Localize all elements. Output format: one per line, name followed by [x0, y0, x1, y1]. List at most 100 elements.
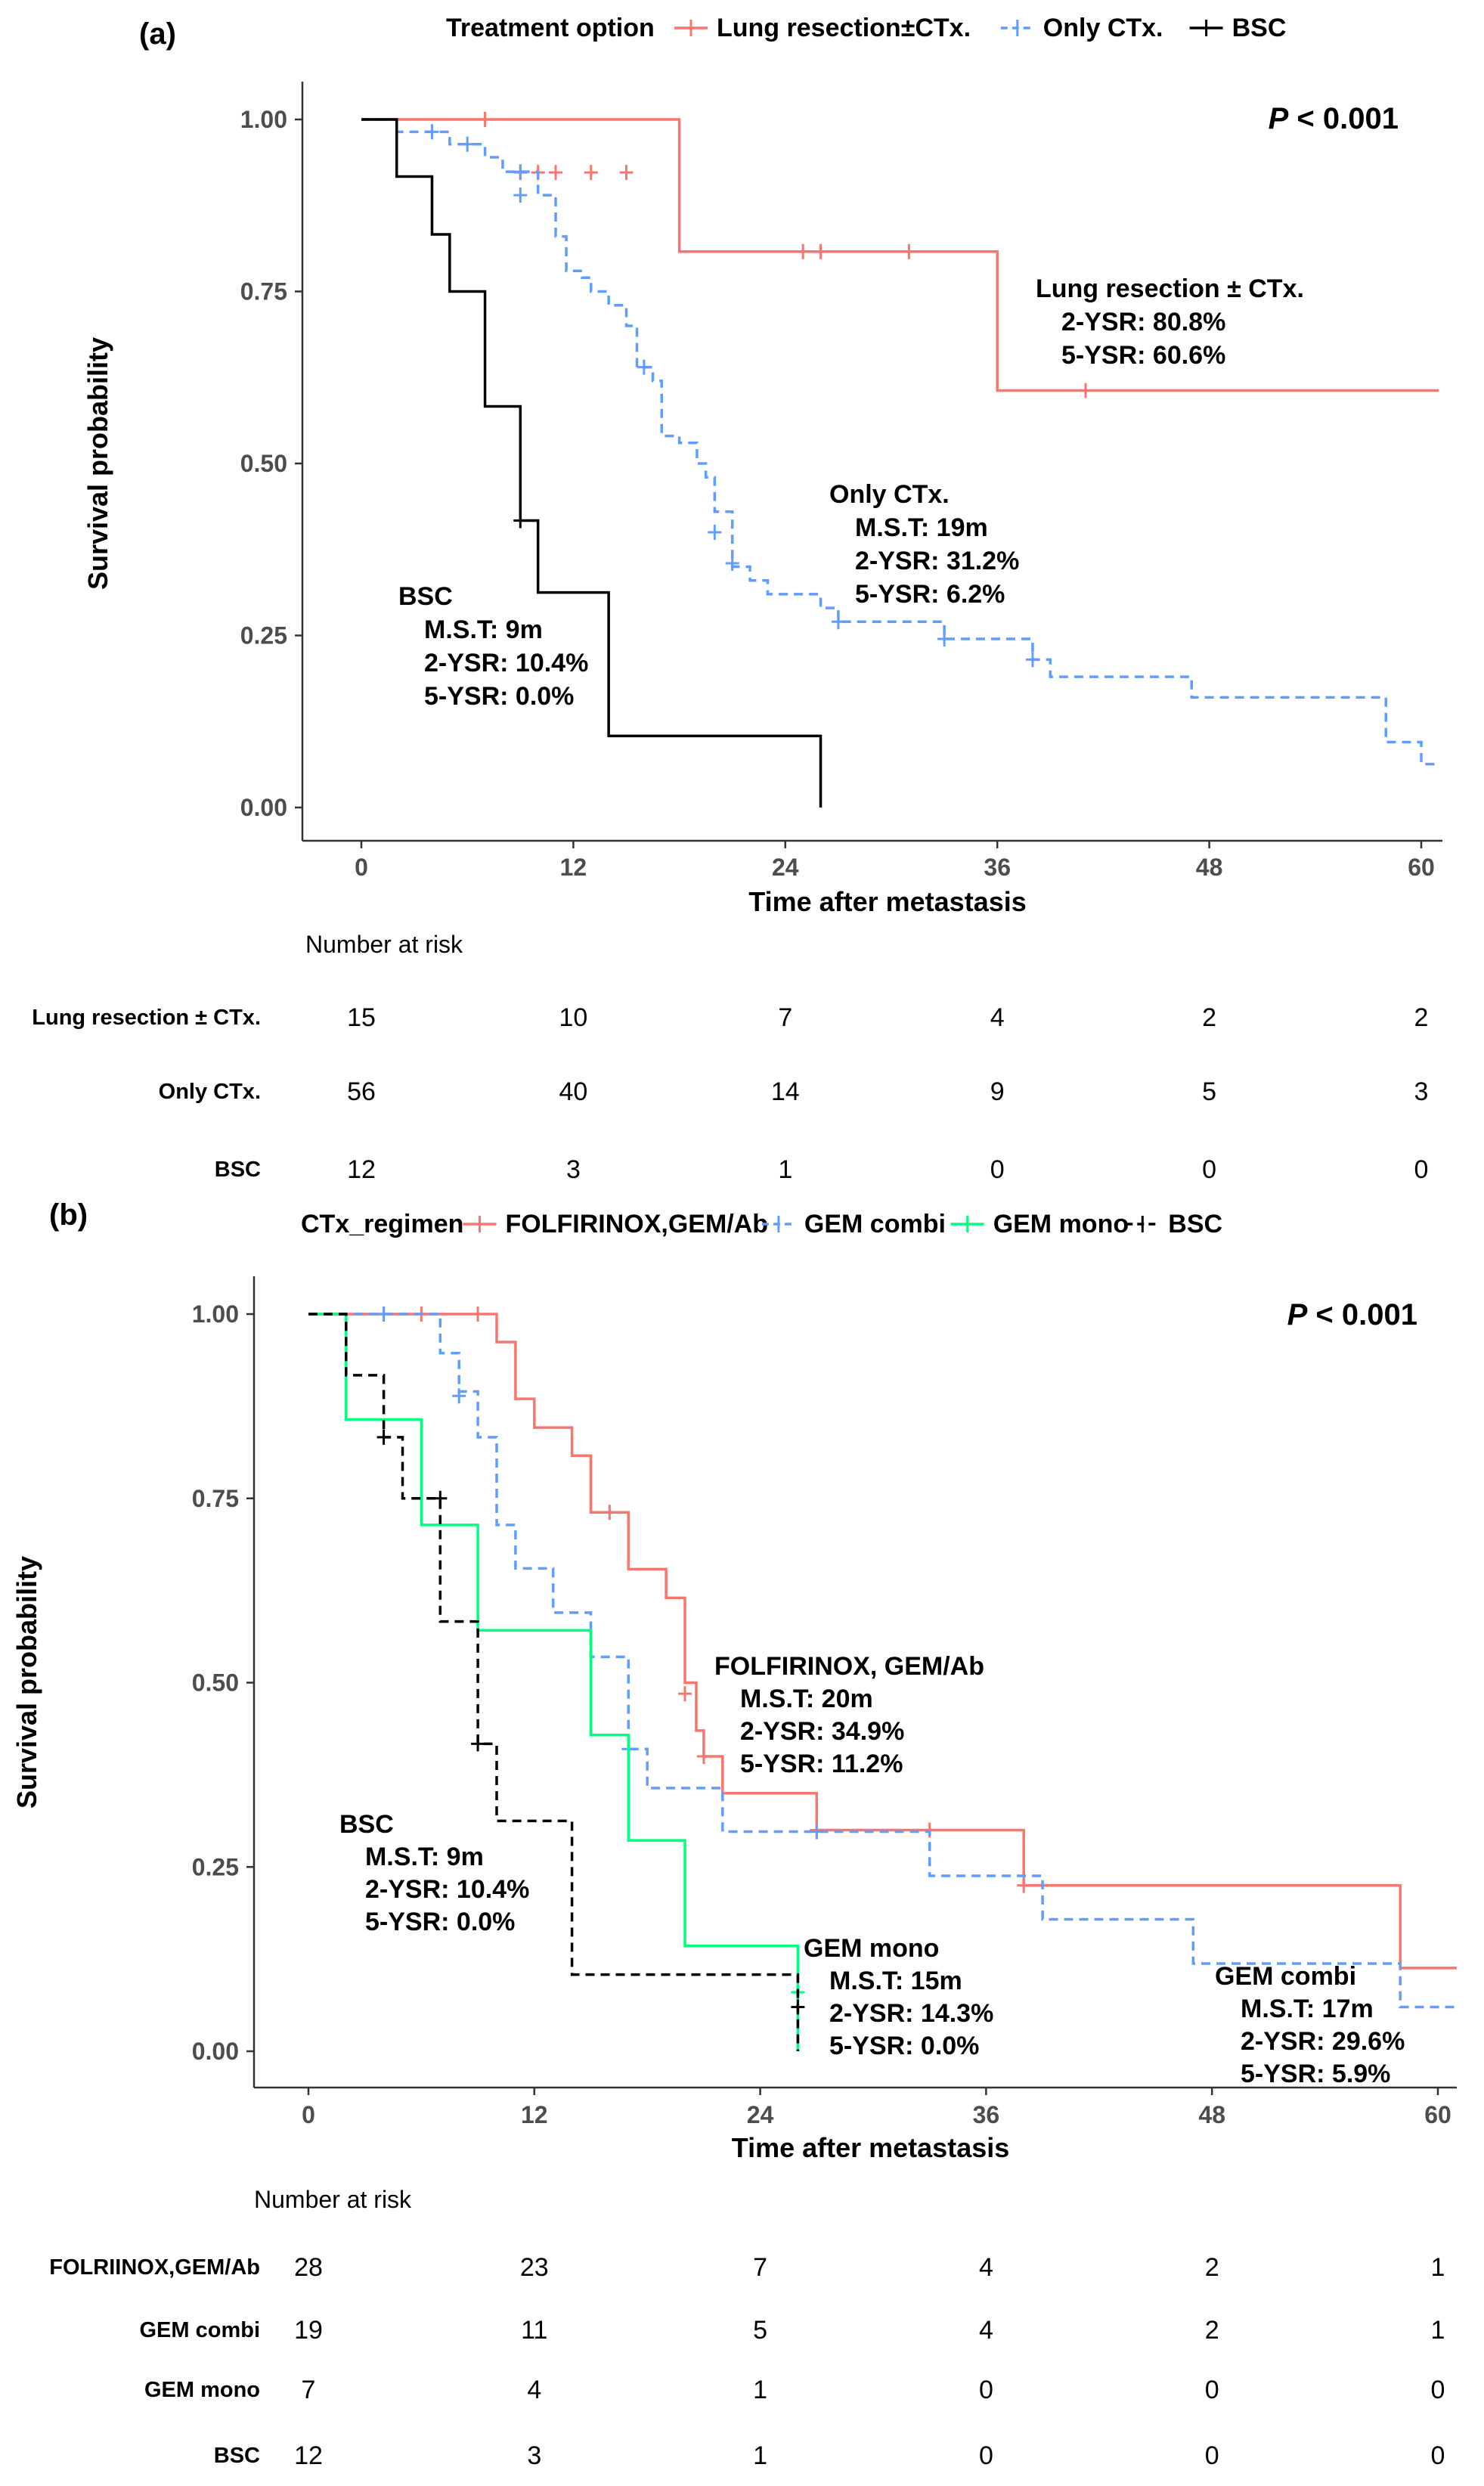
annotation-line: 5-YSR: 0.0%	[365, 1908, 515, 1936]
annotation-line: M.S.T: 17m	[1241, 1995, 1374, 2023]
censor-mark	[831, 614, 845, 630]
legend-title: CTx_regimen	[301, 1210, 463, 1238]
risk-value: 5	[753, 2316, 767, 2345]
risk-value: 4	[527, 2376, 541, 2404]
annotation-line: 2-YSR: 10.4%	[365, 1875, 529, 1904]
annotation-line: 5-YSR: 11.2%	[740, 1750, 903, 1778]
annotation-line: M.S.T: 20m	[740, 1685, 873, 1713]
risk-value: 2	[1202, 1003, 1216, 1032]
survival-curve	[308, 1313, 800, 2051]
survival-curve	[361, 118, 1439, 766]
annotation-line: GEM combi	[1215, 1962, 1356, 1991]
annotation-line: M.S.T: 19m	[855, 513, 988, 542]
risk-value: 56	[347, 1077, 376, 1106]
risk-value: 1	[778, 1155, 792, 1184]
risk-row-label: BSC	[215, 1158, 261, 1182]
censor-mark	[813, 243, 828, 259]
x-tick-label: 60	[1408, 854, 1435, 881]
annotation-line: 5-YSR: 60.6%	[1061, 341, 1225, 370]
censor-mark	[810, 1824, 824, 1840]
risk-value: 23	[520, 2253, 549, 2282]
x-tick-label: 0	[302, 2101, 315, 2128]
censor-mark	[725, 555, 739, 571]
censor-mark	[478, 112, 492, 127]
legend-entry: Lung resection±CTx.	[717, 14, 971, 42]
annotation-line: M.S.T: 9m	[365, 1843, 484, 1871]
annotation: FOLFIRINOX, GEM/Ab M.S.T: 20m 2-YSR: 34.9%…	[714, 1652, 984, 1778]
risk-value: 2	[1414, 1003, 1429, 1032]
risk-value: 1	[1431, 2316, 1445, 2345]
y-axis-title: Survival probability	[11, 1556, 42, 1809]
legend-key	[463, 1216, 497, 1232]
censor-mark	[513, 188, 528, 203]
risk-value: 12	[294, 2441, 323, 2470]
censor-mark	[471, 1736, 485, 1752]
risk-value: 0	[1202, 1155, 1216, 1184]
censor-mark	[471, 1307, 485, 1322]
y-tick-label: 0.00	[240, 794, 287, 821]
risk-value: 9	[990, 1077, 1005, 1106]
x-tick-label: 60	[1424, 2101, 1451, 2128]
survival-curve	[361, 118, 823, 807]
risk-value: 12	[347, 1155, 376, 1184]
risk-value: 0	[979, 2376, 993, 2404]
x-tick-label: 12	[560, 854, 587, 881]
censor-mark	[902, 243, 916, 259]
series-lung-resection-ctx-	[361, 112, 1439, 398]
risk-value: 40	[559, 1077, 587, 1106]
y-tick-label: 0.75	[240, 278, 287, 305]
risk-value: 7	[302, 2376, 316, 2404]
risk-row-label: GEM mono	[144, 2378, 260, 2402]
x-tick-label: 36	[973, 2101, 1000, 2128]
annotation-line: BSC	[339, 1810, 394, 1839]
y-tick-label: 0.25	[240, 622, 287, 649]
legend: Treatment option Lung resection±CTx. Only …	[446, 14, 1286, 42]
legend-key	[1000, 20, 1034, 36]
risk-value: 15	[347, 1003, 376, 1032]
x-tick-label: 48	[1196, 854, 1223, 881]
risk-value: 10	[559, 1003, 587, 1032]
censor-mark	[708, 525, 722, 540]
y-axis-title: Survival probability	[82, 337, 113, 590]
series-bsc	[308, 1313, 805, 2051]
annotation-line: 2-YSR: 29.6%	[1241, 2027, 1405, 2056]
risk-value: 0	[1414, 1155, 1429, 1184]
annotation: GEM combi M.S.T: 17m 2-YSR: 29.6% 5-YSR: 5.…	[1215, 1962, 1405, 2088]
annotation: Only CTx. M.S.T: 19m 2-YSR: 31.2% 5-YSR: 6.…	[829, 480, 1019, 609]
risk-value: 0	[1205, 2441, 1219, 2470]
risk-value: 5	[1202, 1077, 1216, 1106]
censor-mark	[513, 513, 528, 529]
legend-entry: FOLFIRINOX,GEM/Ab	[506, 1210, 769, 1238]
risk-row-label: FOLRIINOX,GEM/Ab	[49, 2255, 260, 2280]
legend-key	[674, 20, 708, 36]
risk-value: 0	[1205, 2376, 1219, 2404]
censor-mark	[433, 1490, 448, 1506]
x-tick-label: 24	[747, 2101, 774, 2128]
legend-key	[1189, 20, 1223, 36]
annotation-line: 5-YSR: 0.0%	[829, 2032, 979, 2060]
censor-mark	[696, 1749, 711, 1764]
risk-row-label: Only CTx.	[159, 1080, 261, 1104]
censor-mark	[460, 136, 475, 152]
y-tick-label: 1.00	[192, 1300, 239, 1328]
annotation-line: M.S.T: 15m	[829, 1967, 962, 1995]
x-axis-title: Time after metastasis	[732, 2132, 1010, 2163]
annotation-line: Only CTx.	[829, 480, 950, 509]
annotation-line: 2-YSR: 10.4%	[424, 649, 588, 677]
x-tick-label: 48	[1198, 2101, 1225, 2128]
y-tick-label: 0.25	[192, 1853, 239, 1880]
risk-row-label: GEM combi	[139, 2318, 260, 2342]
risk-value: 2	[1205, 2253, 1219, 2282]
p-value: P < 0.001	[1269, 102, 1399, 135]
annotation-line: 2-YSR: 80.8%	[1061, 308, 1225, 336]
survival-curve	[308, 1313, 1457, 1970]
survival-curve	[308, 1313, 800, 2051]
x-tick-label: 24	[772, 854, 799, 881]
annotation-line: 2-YSR: 14.3%	[829, 1999, 993, 2028]
risk-value: 1	[1431, 2253, 1445, 2282]
risk-value: 1	[753, 2441, 767, 2470]
series-only-ctx-	[361, 118, 1439, 766]
risk-value: 19	[294, 2316, 323, 2345]
